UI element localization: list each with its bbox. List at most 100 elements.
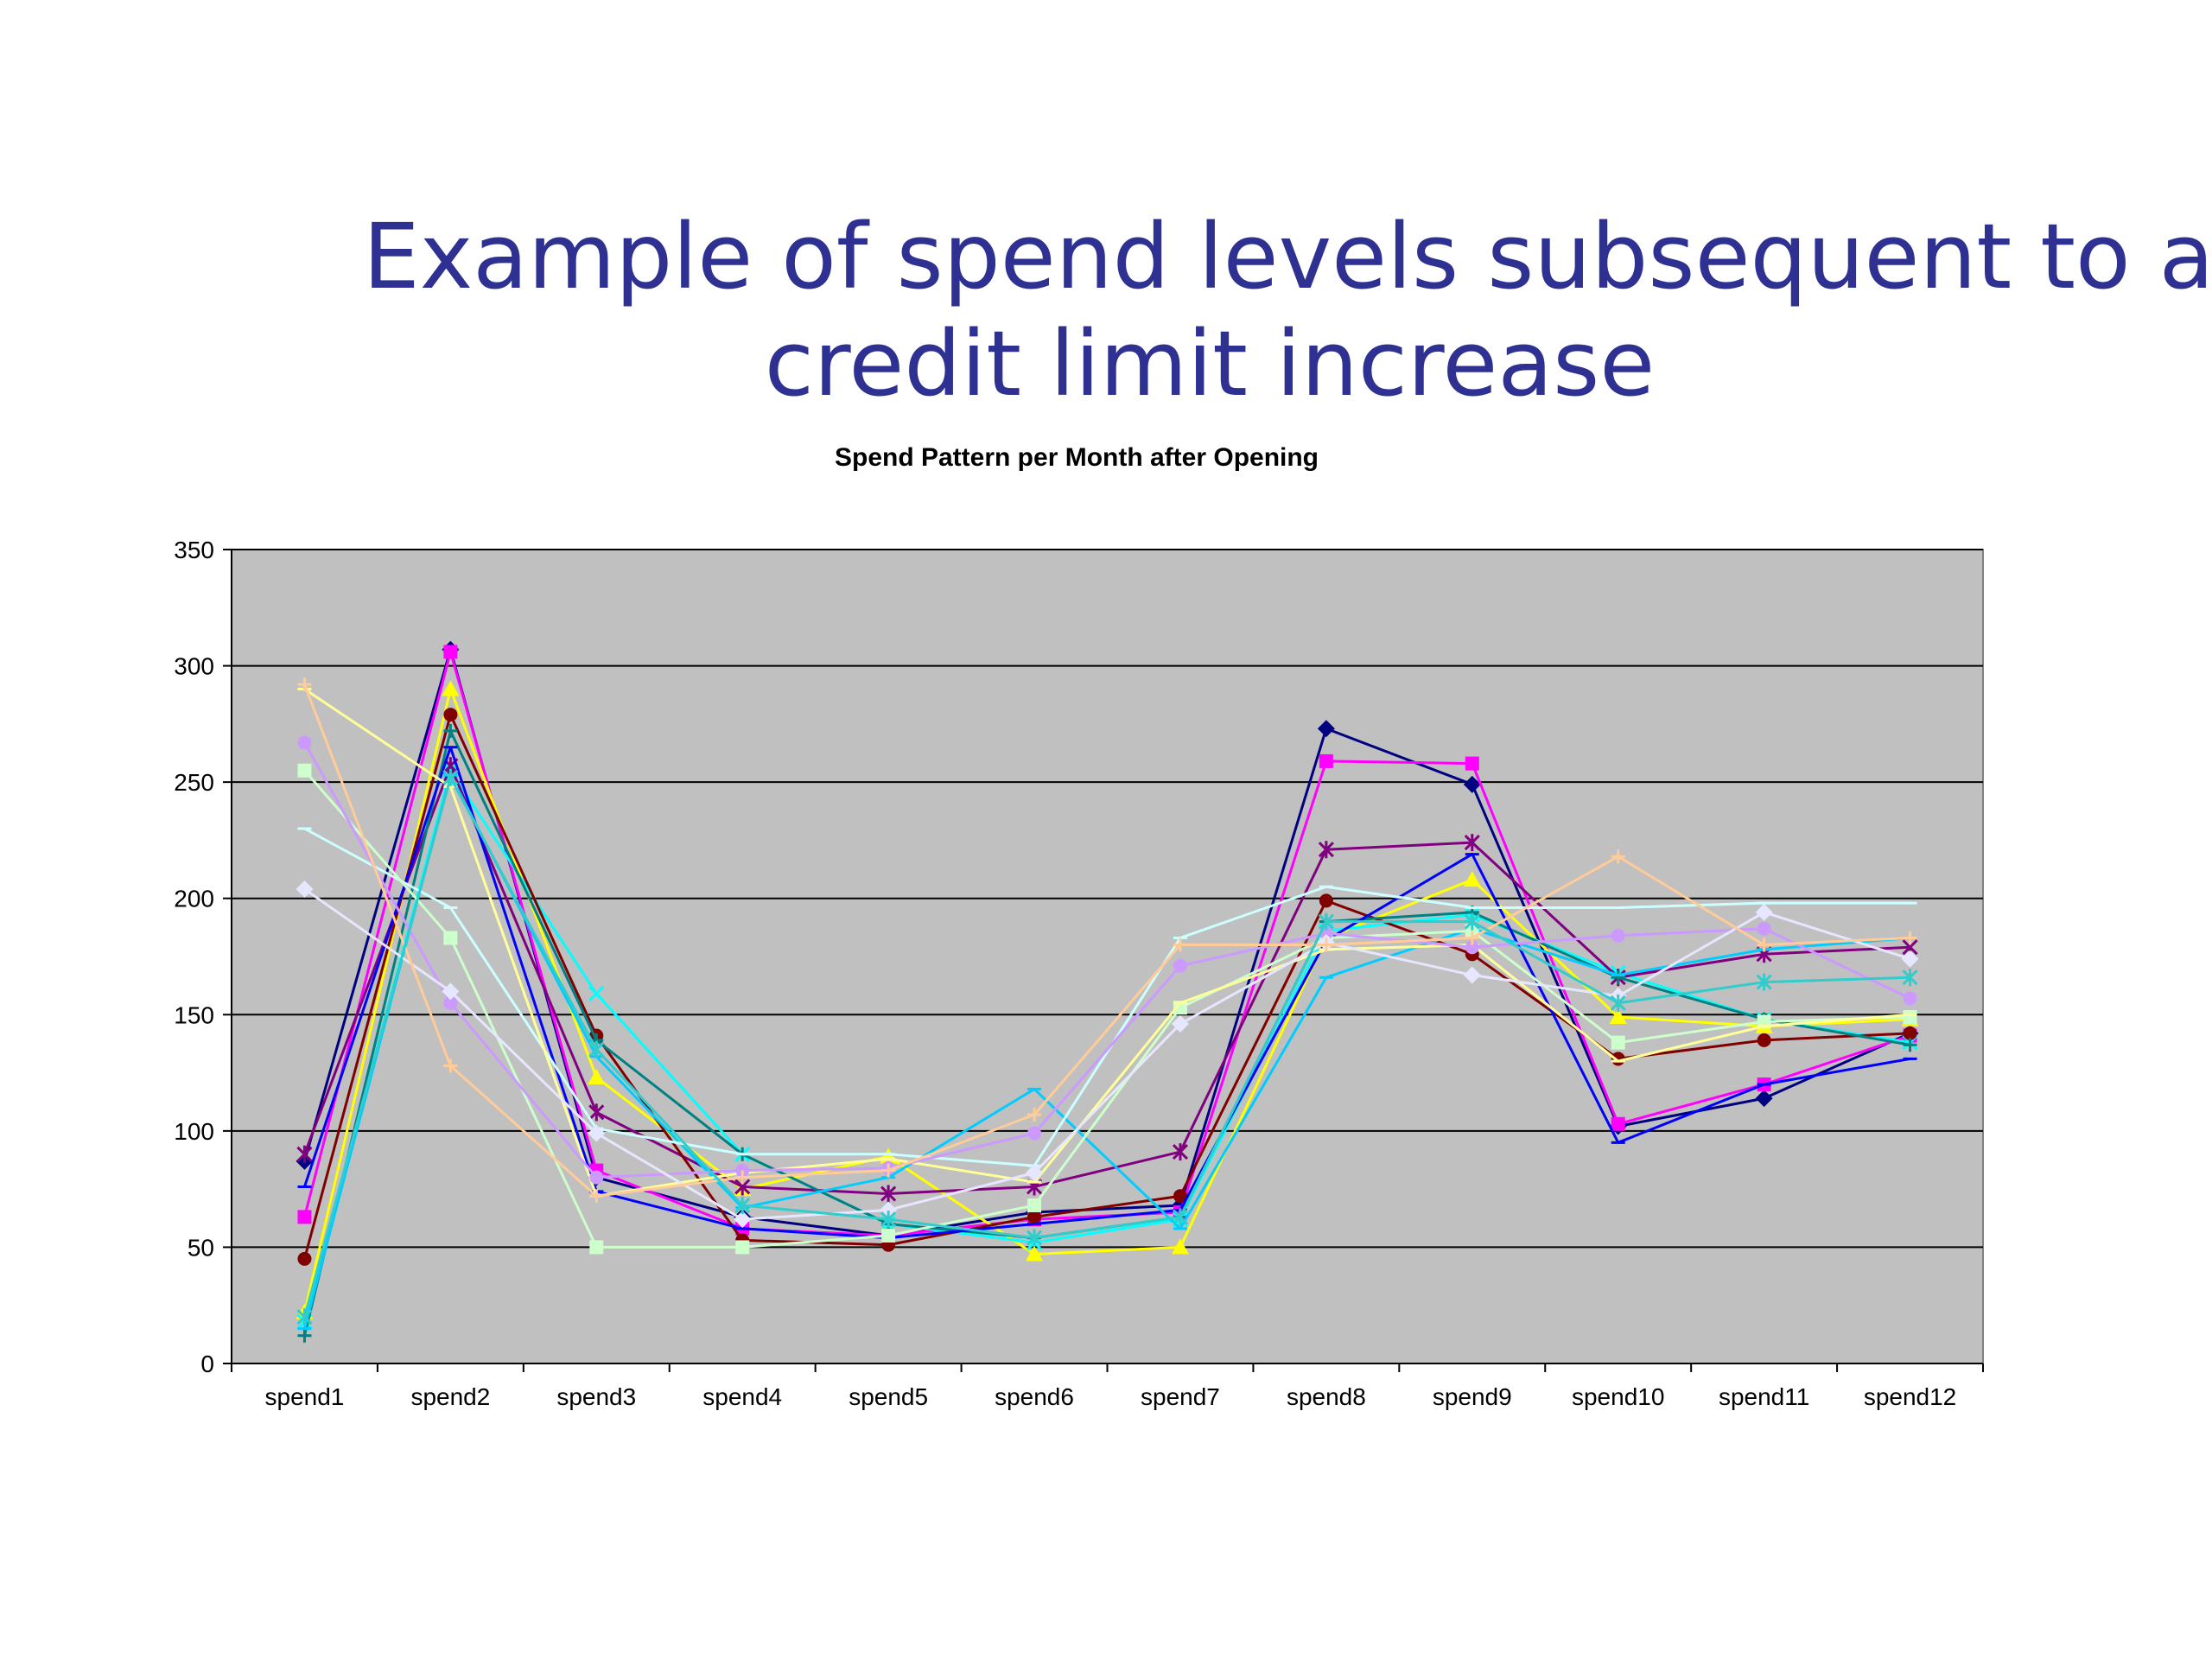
data-point bbox=[442, 768, 459, 786]
data-point bbox=[1611, 1116, 1625, 1131]
series-line bbox=[303, 773, 1910, 1330]
x-tick-label: spend6 bbox=[995, 1383, 1074, 1410]
slide-title-line-1: Example of spend levels subsequent to a bbox=[363, 204, 2212, 309]
data-point bbox=[735, 1170, 750, 1185]
data-point bbox=[881, 1228, 896, 1243]
data-point bbox=[296, 880, 314, 898]
data-point bbox=[1611, 1035, 1625, 1050]
data-point bbox=[297, 677, 312, 692]
series-line bbox=[303, 741, 1911, 1179]
data-point bbox=[588, 1124, 606, 1142]
data-point bbox=[442, 680, 460, 696]
data-point bbox=[589, 1170, 604, 1185]
series-line bbox=[303, 887, 1910, 1221]
data-point bbox=[1026, 1245, 1044, 1262]
data-point bbox=[296, 1145, 313, 1163]
data-point bbox=[1465, 756, 1479, 771]
x-tick-label: spend12 bbox=[1864, 1383, 1956, 1410]
y-tick-label: 250 bbox=[174, 769, 214, 796]
y-tick-label: 350 bbox=[174, 537, 214, 563]
data-point bbox=[1319, 938, 1333, 952]
y-tick-label: 300 bbox=[174, 653, 214, 680]
data-point bbox=[1755, 1090, 1773, 1108]
data-point bbox=[1903, 1026, 1917, 1040]
data-point bbox=[1027, 1126, 1042, 1141]
data-point bbox=[1173, 938, 1187, 952]
x-tick-label: spend8 bbox=[1287, 1383, 1366, 1410]
data-point bbox=[735, 1240, 750, 1255]
series-line bbox=[303, 688, 1910, 1198]
data-point bbox=[1173, 958, 1187, 973]
series-line bbox=[303, 746, 1910, 1240]
data-point bbox=[1611, 849, 1625, 864]
data-point bbox=[443, 708, 458, 722]
data-point bbox=[1463, 871, 1481, 887]
data-point bbox=[1171, 1238, 1189, 1255]
data-point bbox=[1901, 950, 1919, 968]
data-point bbox=[1319, 893, 1333, 908]
slide-title-line-2: credit limit increase bbox=[764, 311, 1656, 416]
data-point bbox=[1172, 1143, 1189, 1161]
data-point bbox=[589, 1240, 604, 1255]
x-tick-label: spend9 bbox=[1433, 1383, 1512, 1410]
data-point bbox=[1903, 931, 1917, 945]
data-point bbox=[1902, 969, 1918, 987]
data-point bbox=[1903, 1009, 1917, 1024]
data-point bbox=[442, 982, 460, 1001]
data-point bbox=[1756, 973, 1772, 991]
data-point bbox=[1026, 1164, 1044, 1182]
data-point bbox=[1318, 841, 1334, 859]
series-line bbox=[303, 764, 1910, 1196]
y-tick-label: 0 bbox=[200, 1351, 214, 1377]
data-point bbox=[297, 1251, 312, 1266]
series-13 bbox=[297, 735, 1917, 1185]
x-tick-label: spend5 bbox=[849, 1383, 928, 1410]
data-point bbox=[1609, 1007, 1627, 1024]
data-point bbox=[297, 735, 312, 750]
data-point bbox=[1755, 903, 1773, 921]
x-tick-label: spend7 bbox=[1141, 1383, 1220, 1410]
data-point bbox=[443, 723, 458, 738]
data-point bbox=[1465, 924, 1479, 938]
gridlines bbox=[232, 549, 1983, 1249]
data-point bbox=[1610, 994, 1626, 1012]
data-point bbox=[880, 1211, 897, 1229]
data-point bbox=[588, 1040, 605, 1058]
series-14 bbox=[296, 880, 1919, 1229]
data-point bbox=[443, 931, 458, 945]
data-point bbox=[1757, 1033, 1771, 1047]
data-point bbox=[1027, 1108, 1042, 1122]
series-16 bbox=[296, 768, 1918, 1326]
data-point bbox=[588, 985, 605, 1002]
data-point bbox=[1464, 834, 1480, 852]
series-8 bbox=[297, 746, 1917, 1240]
y-tick-label: 100 bbox=[174, 1118, 214, 1145]
y-tick-label: 50 bbox=[188, 1234, 214, 1261]
data-point bbox=[735, 1163, 750, 1178]
data-point bbox=[1171, 1015, 1189, 1033]
data-point bbox=[1757, 938, 1771, 952]
data-point bbox=[1903, 991, 1917, 1006]
x-tick-label: spend3 bbox=[556, 1383, 636, 1410]
data-point bbox=[1611, 970, 1625, 985]
data-point bbox=[1611, 928, 1625, 943]
data-point bbox=[1757, 921, 1771, 936]
chart-title: Spend Pattern per Month after Opening bbox=[835, 443, 1319, 472]
data-point bbox=[1026, 1229, 1043, 1247]
series-layer bbox=[296, 640, 1919, 1343]
data-point bbox=[443, 995, 458, 1010]
data-point bbox=[1027, 1210, 1042, 1224]
data-point bbox=[1027, 1198, 1042, 1212]
data-point bbox=[296, 1308, 313, 1326]
x-tick-label: spend11 bbox=[1719, 1383, 1809, 1410]
series-line bbox=[303, 769, 1910, 1249]
y-tick-label: 150 bbox=[174, 1001, 214, 1028]
series-line bbox=[303, 769, 1910, 1322]
data-point bbox=[1903, 1038, 1917, 1052]
x-tick-label: spend10 bbox=[1572, 1383, 1664, 1410]
data-point bbox=[1463, 775, 1481, 793]
y-tick-label: 200 bbox=[174, 886, 214, 912]
x-axis-ticks: spend1 spend2 spend3 spend4 spend5 spend6 spen… bbox=[231, 1363, 1984, 1410]
series-line bbox=[303, 827, 1910, 1167]
